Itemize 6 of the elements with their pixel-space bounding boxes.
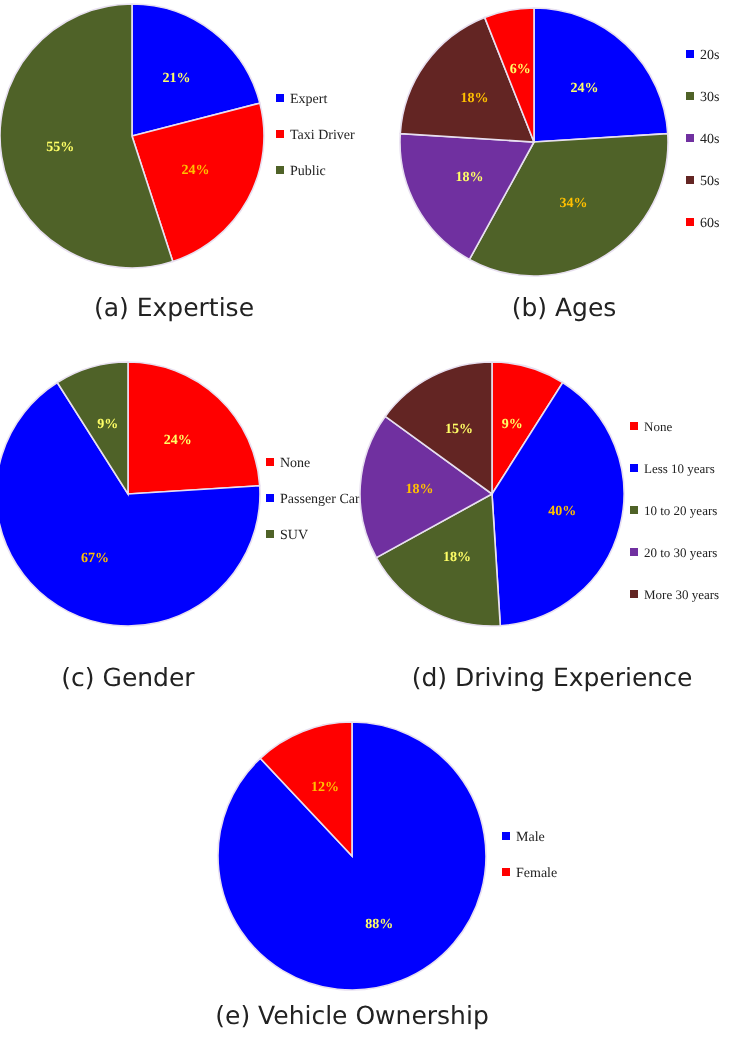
- text: (c) Gender: [61, 662, 197, 692]
- text: (d) Driving Experience: [411, 662, 693, 692]
- text: (e) Vehicle Ownership: [215, 1000, 489, 1030]
- text: (b) Ages: [511, 292, 617, 322]
- pie-slice: [217, 721, 487, 991]
- text: (a) Expertise: [93, 292, 255, 322]
